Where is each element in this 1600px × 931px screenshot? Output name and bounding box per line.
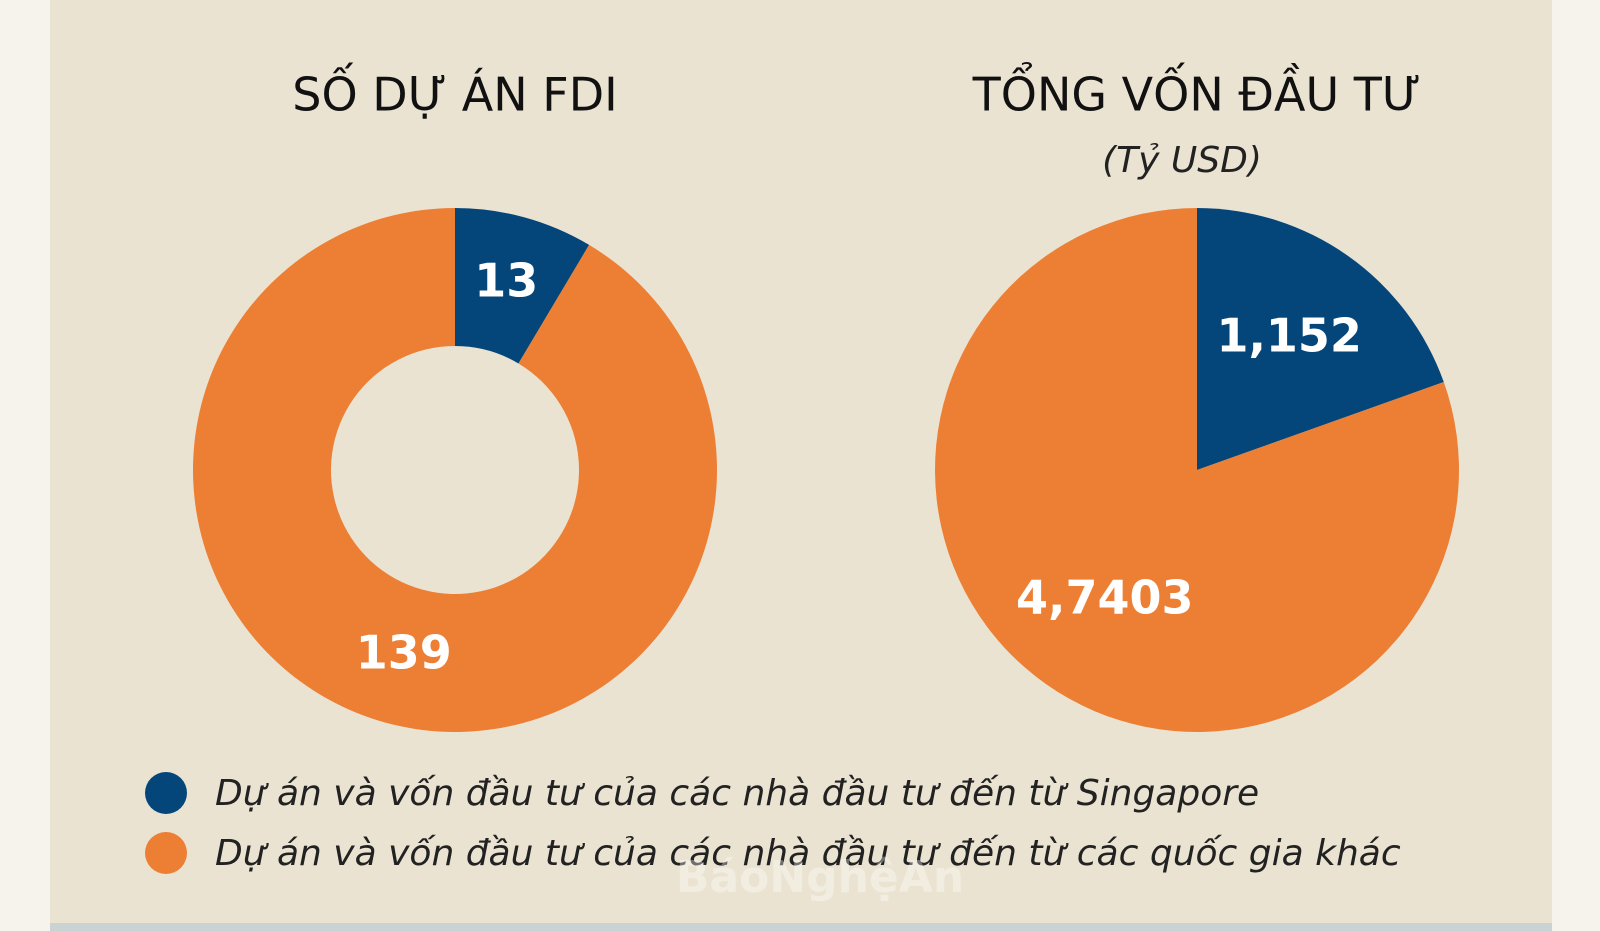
slice (935, 207, 1460, 732)
chart-subtitle: (Tỷ USD) (1102, 140, 1262, 181)
slice (455, 208, 590, 364)
value-label: 4,7403 (1016, 570, 1194, 624)
value-label: 13 (474, 253, 538, 307)
legend-marker (145, 772, 187, 814)
chart-title: TỔNG VỐN ĐẦU TƯ (972, 62, 1422, 122)
legend-marker (145, 832, 187, 874)
legend-label: Dự án và vốn đầu tư của các nhà đầu tư đ… (215, 773, 1259, 814)
watermark: BáoNghệAn (676, 852, 964, 903)
value-label: 1,152 (1216, 309, 1362, 363)
bottom-bar (50, 923, 1552, 931)
chart-title: SỐ DỰ ÁN FDI (292, 63, 617, 122)
slice (1197, 208, 1444, 470)
value-label: 139 (356, 626, 452, 680)
legend-label: Dự án và vốn đầu tư của các nhà đầu tư đ… (215, 833, 1401, 874)
slice (193, 208, 718, 732)
